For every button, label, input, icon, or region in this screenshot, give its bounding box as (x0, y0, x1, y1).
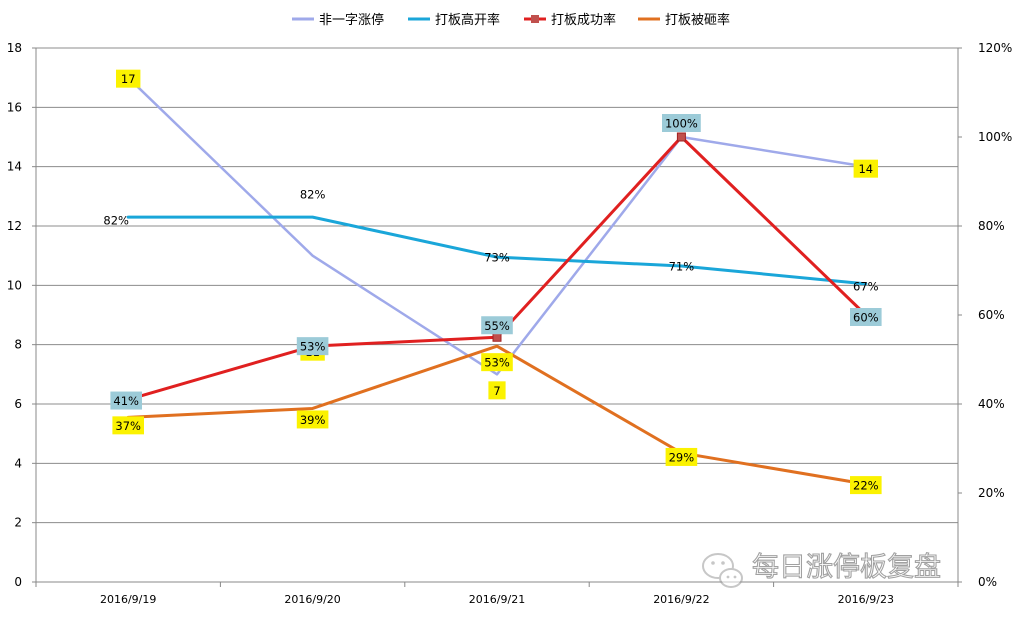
data-label: 73% (484, 251, 510, 265)
data-label: 22% (850, 476, 882, 495)
axes: 0 2 4 6 8 10 12 14 16 18 0% 20% 40% 60% 80% 100% 120% 201… (7, 41, 1013, 606)
legend-marker (531, 15, 539, 23)
data-label: 60% (850, 308, 882, 326)
legend-label-2: 打板高开率 (435, 12, 500, 28)
y-left-tick-label: 6 (14, 397, 22, 411)
data-label-text: 82% (103, 214, 129, 228)
x-tick-label: 2016/9/19 (100, 593, 156, 606)
data-label-box (481, 316, 513, 335)
data-label-text: 37% (115, 419, 141, 433)
data-label-text: 71% (669, 260, 695, 274)
series-line-1 (126, 76, 868, 376)
series-marker (492, 332, 502, 342)
x-tick-label: 2016/9/23 (838, 593, 894, 606)
x-tick-label: 2016/9/20 (284, 593, 340, 606)
y-right-tick-label: 100% (978, 130, 1012, 144)
data-label: 100% (662, 114, 701, 132)
data-label-box (850, 476, 882, 495)
data-label-box (296, 410, 329, 429)
y-right-tick-label: 20% (978, 486, 1005, 500)
data-label-box (296, 337, 329, 356)
data-label-text: 55% (484, 319, 510, 333)
data-label: 67% (853, 279, 879, 293)
data-label: 29% (665, 447, 698, 466)
data-label-box (116, 69, 141, 88)
data-label-text: 7 (493, 384, 500, 398)
data-label: 82% (300, 188, 326, 202)
data-label: 14 (853, 159, 878, 178)
data-label-box (488, 381, 506, 400)
data-label-text: 39% (300, 413, 326, 427)
data-label-text: 100% (665, 117, 698, 131)
legend-label-1: 非一字涨停 (319, 12, 384, 28)
data-label-box (112, 416, 144, 435)
y-right-tick-label: 120% (978, 41, 1012, 55)
data-label-text: 22% (853, 479, 879, 493)
data-label: 71% (669, 260, 695, 274)
data-label: 53% (481, 353, 513, 372)
data-label-text: 14 (858, 162, 873, 176)
y-left-tick-label: 12 (7, 219, 22, 233)
data-label-box (850, 308, 882, 326)
data-label-box (481, 353, 513, 372)
watermark-text: 每日涨停板复盘 (752, 552, 941, 583)
data-label-text: 41% (113, 394, 139, 408)
data-label: 82% (103, 214, 129, 228)
data-label: 17 (116, 69, 141, 88)
y-right-tick-label: 0% (978, 575, 997, 589)
y-right-tick-label: 60% (978, 308, 1005, 322)
grid-lines (36, 47, 958, 583)
data-label-text: 17 (121, 72, 136, 86)
x-tick-label: 2016/9/21 (469, 593, 525, 606)
y-left-tick-label: 8 (14, 338, 22, 352)
y-left-tick-label: 4 (14, 456, 22, 470)
series-marker (676, 132, 686, 142)
wechat-icon (702, 553, 743, 588)
y-left-tick-label: 16 (7, 100, 22, 114)
data-label: 53% (296, 337, 329, 356)
series-line-2 (126, 215, 868, 286)
data-label-box (662, 114, 701, 132)
y-left-tick-label: 0 (14, 575, 22, 589)
y-left-tick-label: 18 (7, 41, 22, 55)
data-label-text: 67% (853, 279, 879, 293)
data-label-text: 60% (853, 311, 879, 325)
series-line-4 (126, 344, 868, 486)
data-label-text: 29% (669, 450, 695, 464)
data-label-box (665, 447, 698, 466)
y-left-tick-label: 14 (7, 160, 22, 174)
legend: 非一字涨停 打板高开率 打板成功率 打板被砸率 (292, 12, 730, 28)
data-label-text: 73% (484, 251, 510, 265)
data-label: 7 (488, 381, 506, 400)
data-label-text: 53% (484, 356, 510, 370)
data-label-box (110, 391, 142, 410)
legend-label-3: 打板成功率 (551, 12, 616, 28)
data-labels: 17117151482%82%73%71%67%41%53%55%100%60%… (103, 69, 882, 495)
data-label: 39% (296, 410, 329, 429)
data-label-box (853, 159, 878, 178)
data-label-text: 82% (300, 188, 326, 202)
y-left-tick-label: 10 (7, 278, 22, 292)
legend-label-4: 打板被砸率 (665, 12, 730, 28)
y-right-tick-label: 80% (978, 219, 1005, 233)
watermark: 每日涨停板复盘 (702, 551, 942, 588)
x-tick-label: 2016/9/22 (653, 593, 709, 606)
y-left-tick-label: 2 (14, 516, 22, 530)
data-label-text: 53% (300, 340, 326, 354)
data-label: 55% (481, 316, 513, 335)
data-label: 37% (112, 416, 144, 435)
y-right-tick-label: 40% (978, 397, 1005, 411)
data-label: 41% (110, 391, 142, 410)
